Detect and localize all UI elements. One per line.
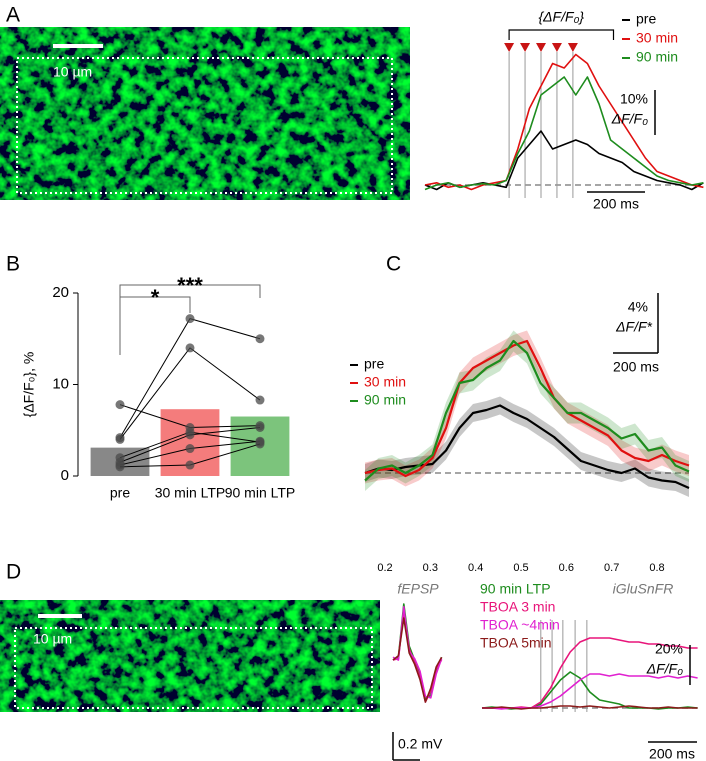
trace xyxy=(482,705,698,710)
x-tick-label: 0.8 xyxy=(649,562,664,574)
micrograph xyxy=(0,27,410,200)
scale-label-y: 4% xyxy=(628,299,648,315)
panel-label: B xyxy=(6,253,20,276)
subject-point xyxy=(185,430,195,440)
significance-bracket xyxy=(119,284,261,298)
stimulus-marker xyxy=(504,43,515,52)
trace xyxy=(424,76,704,191)
bracket xyxy=(508,29,615,40)
x-tick-label: pre xyxy=(110,485,130,501)
x-tick-label: 0.7 xyxy=(604,562,619,574)
bracket-label: {ΔF/F₀} xyxy=(538,9,584,25)
scale-unit-y: ΔF/F* xyxy=(615,319,652,335)
subject-point xyxy=(255,423,265,433)
scale-label-x: 200 ms xyxy=(649,746,695,761)
y-tick-label: 10 xyxy=(52,375,69,392)
legend-label: 90 min xyxy=(636,49,678,65)
legend-label: 90 min LTP xyxy=(480,581,551,597)
subject-point xyxy=(185,460,195,470)
subject-point xyxy=(255,439,265,449)
subject-point xyxy=(115,434,125,444)
subject-point xyxy=(115,462,125,472)
significance-bracket xyxy=(119,296,191,355)
image-scale-label: 10 µm xyxy=(33,631,72,647)
error-band xyxy=(365,330,689,491)
y-tick-label: 0 xyxy=(61,467,69,484)
panel-label: D xyxy=(6,561,21,584)
x-tick-label: 0.2 xyxy=(377,562,392,574)
error-band xyxy=(365,396,689,497)
stimulus-marker xyxy=(551,43,562,52)
x-tick-label: 0.4 xyxy=(468,562,483,574)
scale-label-y: 20% xyxy=(655,641,683,657)
legend-label: TBOA 3 min xyxy=(480,599,555,615)
trace-title: iGluSnFR xyxy=(613,581,674,597)
subject-point xyxy=(255,395,265,405)
scale-unit-y: ΔF/F₀ xyxy=(646,661,683,677)
stimulus-marker xyxy=(536,43,546,52)
legend-label: 30 min xyxy=(636,30,678,46)
subject-point xyxy=(185,314,195,324)
trace xyxy=(481,671,698,710)
subject-point xyxy=(255,334,265,344)
trace xyxy=(424,53,704,191)
x-tick-label: 0.6 xyxy=(559,562,574,574)
stimulus-marker xyxy=(567,43,578,52)
legend-label: pre xyxy=(364,356,384,372)
significance-label: *** xyxy=(177,273,203,298)
subject-point xyxy=(115,400,125,410)
y-axis-label: {ΔF/F₀}, % xyxy=(21,352,37,418)
scale-label-y: 10% xyxy=(620,91,648,107)
y-tick-label: 20 xyxy=(52,284,69,301)
x-tick-label: 90 min LTP xyxy=(225,485,296,501)
trace-title: fEPSP xyxy=(397,581,439,597)
x-tick-label: 0.5 xyxy=(513,562,528,574)
scale-label-x: 200 ms xyxy=(593,196,639,212)
trace xyxy=(424,130,704,191)
trace xyxy=(364,339,690,478)
legend-label: pre xyxy=(636,11,656,27)
legend-label: TBOA 5min xyxy=(480,635,552,651)
micrograph xyxy=(0,600,380,712)
x-tick-label: 0.3 xyxy=(423,562,438,574)
trace xyxy=(364,339,690,482)
panel-label: A xyxy=(6,4,20,27)
panel-label: C xyxy=(386,253,401,276)
subject-point xyxy=(185,343,195,353)
scale-unit-y: ΔF/F₀ xyxy=(611,111,648,127)
roi-box xyxy=(14,627,373,709)
legend-label: TBOA ~4min xyxy=(480,617,560,633)
stimulus-marker xyxy=(520,43,531,52)
scale-label-y: 0.2 mV xyxy=(398,736,443,752)
legend-label: 90 min xyxy=(364,392,406,408)
subject-point xyxy=(185,444,195,454)
image-scale-label: 10 µm xyxy=(53,64,92,80)
trace xyxy=(392,617,443,703)
trace xyxy=(392,606,443,699)
trace xyxy=(392,610,443,703)
significance-label: * xyxy=(151,285,160,310)
scale-label-x: 200 ms xyxy=(613,359,659,375)
legend-label: 30 min xyxy=(364,374,406,390)
x-tick-label: 30 min LTP xyxy=(155,485,226,501)
